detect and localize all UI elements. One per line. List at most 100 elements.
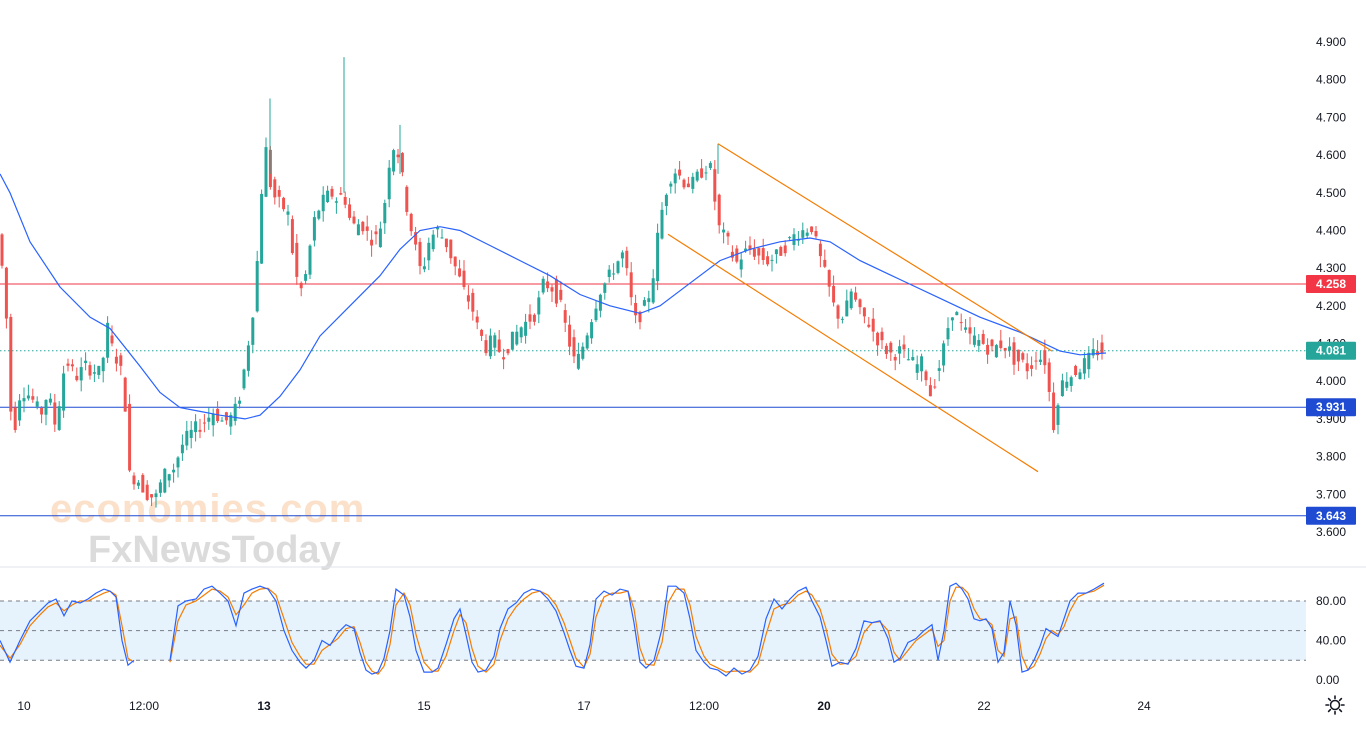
candle-body <box>163 468 167 493</box>
candle-body <box>946 328 950 340</box>
candle-body <box>796 239 800 241</box>
candle <box>862 307 866 324</box>
candle <box>981 329 985 345</box>
candle-body <box>1034 360 1038 362</box>
candle-body <box>541 278 545 293</box>
candle-body <box>286 211 290 215</box>
candle <box>656 223 660 291</box>
candle <box>97 365 101 380</box>
candle <box>114 348 118 372</box>
candle-body <box>1100 342 1104 354</box>
watermark-line-1: economies.com <box>50 487 365 531</box>
candle-body <box>238 400 242 404</box>
candle-body <box>264 147 268 197</box>
candle <box>594 300 598 323</box>
candle <box>818 240 822 268</box>
candle-body <box>304 274 308 281</box>
time-tick-label: 15 <box>417 699 431 713</box>
candle-body <box>475 316 479 323</box>
candle <box>427 237 431 271</box>
candle <box>295 233 299 285</box>
candle <box>53 393 57 432</box>
candle <box>858 298 862 315</box>
candle-body <box>612 273 616 275</box>
candle-body <box>726 232 730 237</box>
candle <box>616 260 620 275</box>
candle <box>563 303 567 332</box>
candle <box>13 401 17 433</box>
candle-body <box>568 324 572 347</box>
candle <box>1087 346 1091 378</box>
candle-body <box>110 335 114 344</box>
candle-body <box>906 359 910 361</box>
candle-body <box>172 469 176 473</box>
candle <box>920 353 924 382</box>
candle-body <box>308 245 312 275</box>
candle <box>532 313 536 326</box>
price-tick-label: 4.300 <box>1316 261 1346 275</box>
candle-body <box>378 228 382 248</box>
candle-body <box>1021 353 1025 360</box>
price-level-badge-bg <box>1306 398 1356 417</box>
candle-body <box>1030 365 1034 369</box>
candle <box>88 361 92 380</box>
candle-body <box>352 216 356 224</box>
candle <box>990 338 994 352</box>
time-tick-label: 20 <box>817 699 831 713</box>
candle-body <box>739 259 743 270</box>
candle-body <box>673 173 677 184</box>
candle-body <box>559 289 563 300</box>
candle-body <box>814 230 818 237</box>
candle-body <box>40 407 44 415</box>
candle <box>233 397 237 426</box>
candle-body <box>176 457 180 468</box>
candle <box>603 282 607 300</box>
candle-body <box>330 188 334 197</box>
candle-body <box>1091 349 1095 356</box>
candle-body <box>678 169 682 176</box>
candle <box>559 281 563 303</box>
candle <box>950 317 954 331</box>
candle <box>462 260 466 290</box>
candle <box>282 196 286 212</box>
candle-body <box>625 250 629 269</box>
candle-body <box>920 356 924 372</box>
candle <box>647 290 651 313</box>
candle <box>136 480 140 490</box>
candle-body <box>708 163 712 168</box>
candle-body <box>616 261 620 273</box>
candle <box>823 249 827 269</box>
candle <box>761 238 765 265</box>
price-level-badge-label: 4.081 <box>1316 344 1346 358</box>
stochastic-line-0-0 <box>0 588 135 667</box>
candle <box>1091 338 1095 359</box>
candle <box>1021 351 1025 363</box>
candle <box>620 250 624 268</box>
candle <box>216 401 220 424</box>
candle <box>378 221 382 248</box>
price-tick-label: 4.800 <box>1316 73 1346 87</box>
candle-body <box>884 345 888 355</box>
candle-body <box>22 398 26 402</box>
candle-body <box>79 367 83 381</box>
stochastic-line-1-1 <box>169 584 1105 675</box>
candle <box>937 359 941 382</box>
candle <box>343 191 347 209</box>
candle-body <box>986 344 990 355</box>
settings-gear-icon[interactable] <box>1325 695 1345 715</box>
candle <box>145 480 149 502</box>
candle <box>453 256 457 276</box>
candle-body <box>418 241 422 267</box>
candle-body <box>497 339 501 352</box>
candle <box>70 359 74 372</box>
candle <box>964 318 968 333</box>
candle-body <box>735 248 739 262</box>
candle-body <box>198 429 202 432</box>
candle-body <box>880 331 884 341</box>
candle <box>370 230 374 257</box>
candle-body <box>277 190 281 197</box>
candle <box>1082 352 1086 380</box>
candle <box>568 315 572 356</box>
candle <box>629 262 633 306</box>
candle-body <box>730 251 734 258</box>
